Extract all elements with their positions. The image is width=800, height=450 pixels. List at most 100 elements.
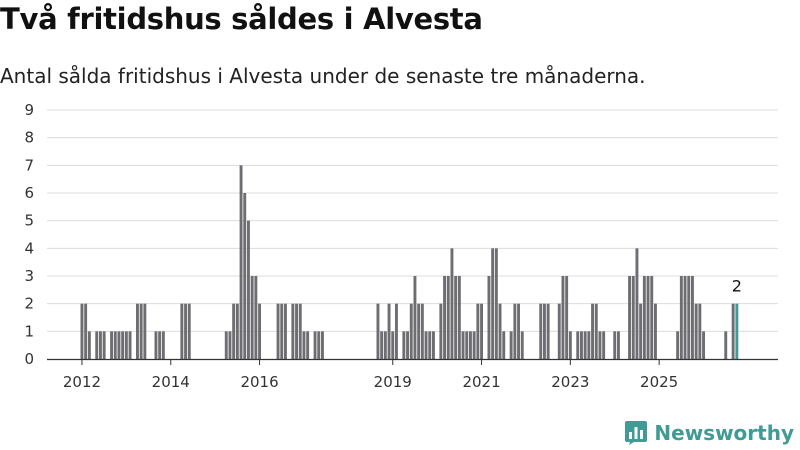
bar xyxy=(694,303,698,359)
bar xyxy=(424,331,428,359)
bar xyxy=(687,276,691,359)
last-value-label: 2 xyxy=(732,277,742,296)
bar xyxy=(487,276,491,359)
bar xyxy=(380,331,384,359)
bar xyxy=(568,331,572,359)
bar xyxy=(102,331,106,359)
bar xyxy=(469,331,472,359)
y-tick-label: 4 xyxy=(24,239,34,257)
bar xyxy=(628,276,631,359)
bar xyxy=(143,303,147,359)
bar xyxy=(561,276,565,359)
bar xyxy=(306,331,310,359)
x-tick-label: 2021 xyxy=(462,373,500,391)
bar xyxy=(591,303,594,359)
bar xyxy=(291,303,295,359)
bar xyxy=(639,303,643,359)
bar xyxy=(428,331,432,359)
bar xyxy=(602,331,606,359)
bar xyxy=(443,276,446,359)
bar xyxy=(465,331,469,359)
bar xyxy=(313,331,317,359)
x-tick-label: 2023 xyxy=(551,373,589,391)
bar xyxy=(258,303,261,359)
bar xyxy=(232,303,236,359)
chart-subtitle: Antal sålda fritidshus i Alvesta under d… xyxy=(0,64,646,88)
bar xyxy=(321,331,324,359)
bar xyxy=(280,303,284,359)
bar xyxy=(498,303,502,359)
bar xyxy=(402,331,406,359)
x-tick-label: 2016 xyxy=(240,373,278,391)
x-tick-label: 2014 xyxy=(152,373,190,391)
bar xyxy=(158,331,162,359)
bar xyxy=(121,331,125,359)
bar xyxy=(642,276,646,359)
bar xyxy=(480,303,483,359)
newsworthy-chart-icon xyxy=(625,421,648,445)
bar xyxy=(583,331,587,359)
bar xyxy=(154,331,158,359)
bar xyxy=(432,331,435,359)
bar xyxy=(87,331,91,359)
y-tick-label: 1 xyxy=(24,322,34,340)
chart-title: Två fritidshus såldes i Alvesta xyxy=(0,2,483,36)
bar xyxy=(646,276,650,359)
newsworthy-logo[interactable]: Newsworthy xyxy=(624,420,794,446)
bar xyxy=(454,276,458,359)
bar xyxy=(450,248,454,359)
y-tick-label: 0 xyxy=(24,350,34,368)
bar xyxy=(284,303,287,359)
x-tick-label: 2025 xyxy=(640,373,678,391)
bar xyxy=(113,331,117,359)
bar xyxy=(698,303,702,359)
bar-highlight xyxy=(735,303,739,359)
bar xyxy=(413,276,417,359)
bar xyxy=(239,165,243,359)
bar xyxy=(457,276,461,359)
bar xyxy=(250,276,254,359)
bar xyxy=(128,331,132,359)
bar xyxy=(691,276,694,359)
bar xyxy=(95,331,99,359)
bar xyxy=(298,303,302,359)
bar xyxy=(502,331,506,359)
bar xyxy=(228,331,232,359)
bar xyxy=(161,331,165,359)
bar xyxy=(391,331,395,359)
y-tick-label: 5 xyxy=(24,212,34,230)
bar xyxy=(84,303,88,359)
y-tick-label: 2 xyxy=(24,295,34,313)
bar xyxy=(224,331,228,359)
bar xyxy=(724,331,728,359)
bar xyxy=(557,303,561,359)
bar xyxy=(235,303,239,359)
bar xyxy=(317,331,321,359)
bar xyxy=(650,276,654,359)
bar xyxy=(517,303,520,359)
bar xyxy=(276,303,280,359)
bar xyxy=(679,276,683,359)
bar xyxy=(576,331,580,359)
y-tick-label: 6 xyxy=(24,184,34,202)
bar xyxy=(302,331,306,359)
bar xyxy=(387,303,391,359)
bar xyxy=(580,331,583,359)
bar xyxy=(731,303,735,359)
bar xyxy=(513,303,517,359)
bar xyxy=(406,331,409,359)
bar xyxy=(565,276,569,359)
bar xyxy=(446,276,450,359)
x-tick-label: 2012 xyxy=(63,373,101,391)
bar xyxy=(598,331,602,359)
bar xyxy=(295,303,298,359)
bar xyxy=(184,303,187,359)
y-tick-label: 7 xyxy=(24,156,34,174)
x-tick-label: 2019 xyxy=(374,373,412,391)
bar xyxy=(539,303,543,359)
bar xyxy=(117,331,121,359)
bar xyxy=(546,303,550,359)
bar xyxy=(99,331,102,359)
y-tick-label: 3 xyxy=(24,267,34,285)
bar xyxy=(420,303,424,359)
